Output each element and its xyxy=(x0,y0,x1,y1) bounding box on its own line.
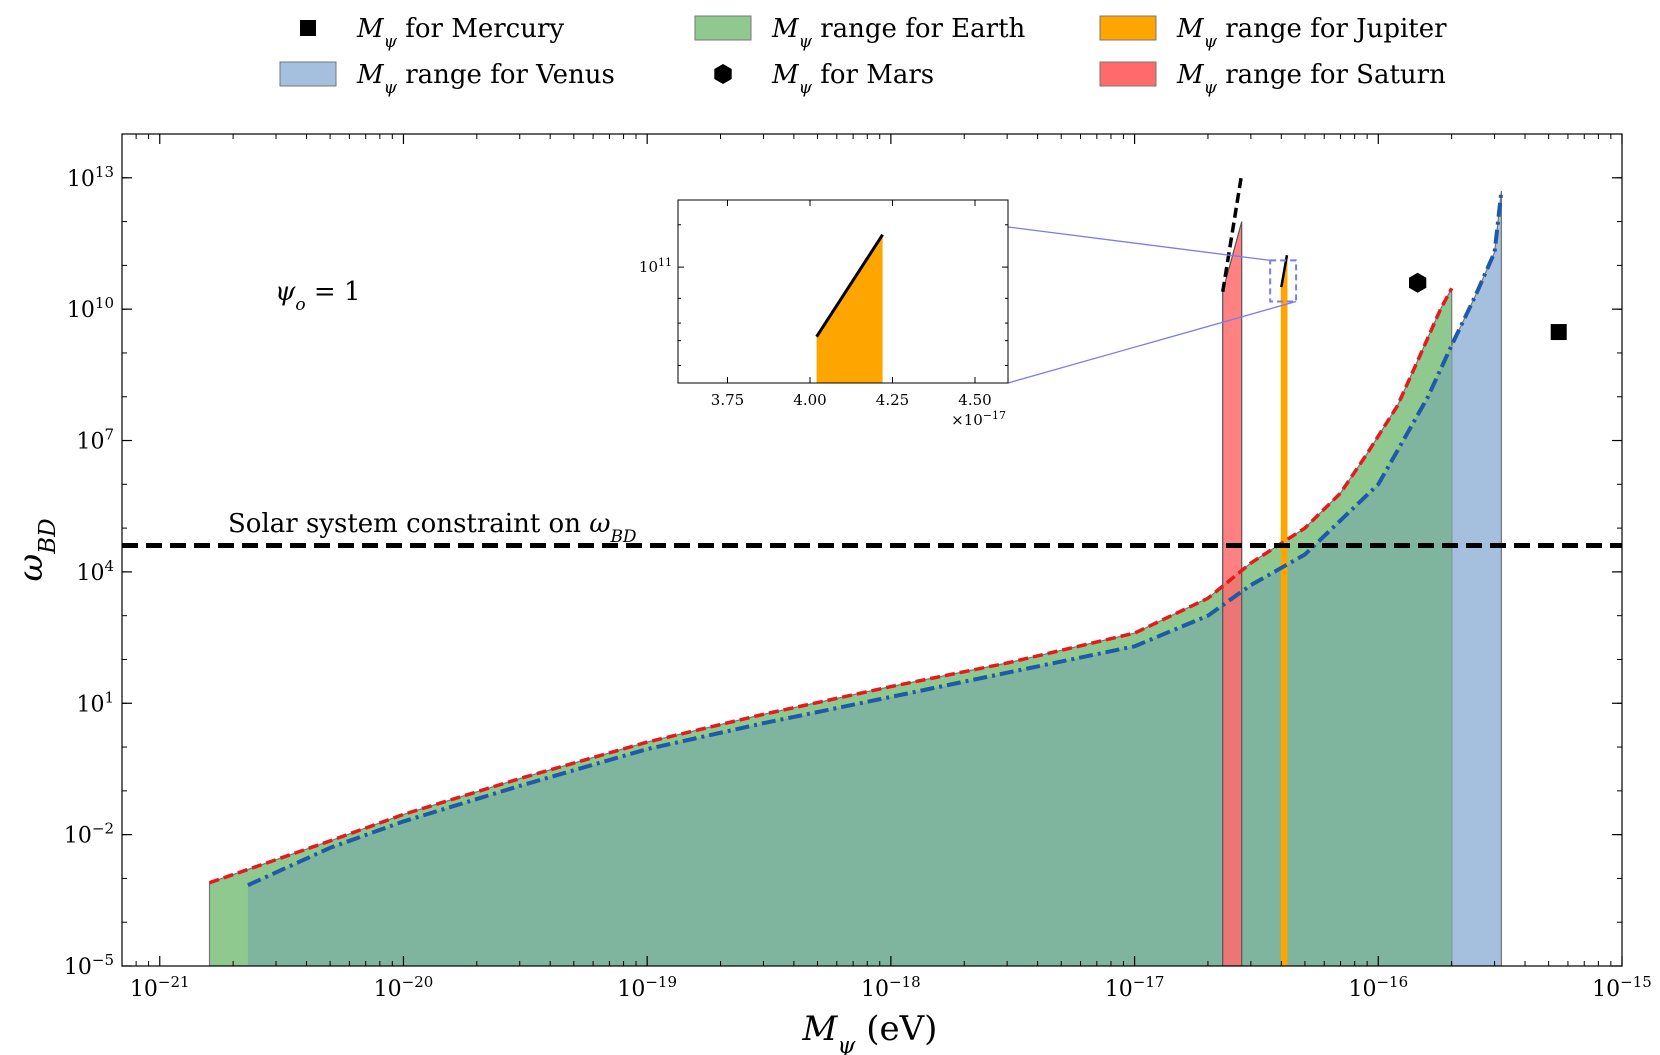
legend-label: Mψ for Mercury xyxy=(356,14,564,52)
legend-hexagon-marker xyxy=(714,64,732,84)
earth-venus-overlap-area xyxy=(247,345,1452,966)
saturn-range-area xyxy=(1222,221,1243,966)
y-tick-label: 10−2 xyxy=(64,820,114,849)
legend-square-marker xyxy=(300,20,316,36)
legend-item-earth: Mψ range for Earth xyxy=(694,14,1026,52)
x-tick-label: 10−15 xyxy=(1592,973,1652,1002)
saturn-boundary-curve xyxy=(1221,174,1244,293)
x-axis-title: Mψ (eV) xyxy=(802,1009,938,1055)
plot-frame xyxy=(121,133,1623,967)
inset-x-ticks: 3.75 4.00 4.25 4.50 xyxy=(711,200,992,409)
legend-item-saturn: Mψ range for Saturn xyxy=(1099,60,1446,98)
inset-plot: 3.75 4.00 4.25 4.50 1011 ×10−17 xyxy=(639,199,1009,430)
legend-item-mars: Mψ for Mars xyxy=(714,60,934,98)
inset-frame xyxy=(677,199,1009,384)
legend-item-mercury: Mψ for Mercury xyxy=(300,14,564,52)
legend-item-venus: Mψ range for Venus xyxy=(279,60,615,98)
jupiter-range-area xyxy=(1280,255,1288,966)
y-axis-ticks: 10−5 10−2 101 104 107 1010 1013 xyxy=(64,163,1622,980)
y-tick-label: 1010 xyxy=(67,294,114,323)
connector-line-top xyxy=(1007,226,1271,262)
y-tick-label: 104 xyxy=(76,557,114,586)
inset-jupiter-area xyxy=(816,234,883,383)
legend: Mψ for Mercury Mψ range for Venus Mψ range… xyxy=(279,14,1447,98)
inset-x-tick-label: 4.50 xyxy=(958,391,991,409)
inset-y-tick-label: 1011 xyxy=(639,256,672,277)
y-tick-label: 107 xyxy=(76,426,114,455)
legend-swatch xyxy=(279,61,337,87)
connector-line-bottom xyxy=(1007,300,1297,384)
legend-label: Mψ range for Earth xyxy=(771,14,1026,52)
y-tick-label: 101 xyxy=(76,688,114,717)
legend-swatch xyxy=(1099,61,1157,87)
mars-marker xyxy=(1409,272,1427,293)
constraint-label: Solar system constraint on ωBD xyxy=(228,509,637,547)
zoom-region-box xyxy=(1269,259,1298,303)
x-tick-label: 10−21 xyxy=(130,973,190,1002)
psi-annotation: ψo = 1 xyxy=(275,277,361,315)
y-tick-label: 1013 xyxy=(67,163,114,192)
earth-boundary-curve xyxy=(208,287,1454,885)
legend-label: Mψ range for Jupiter xyxy=(1176,14,1447,52)
y-tick-label: 10−5 xyxy=(64,951,114,980)
inset-offset-label: ×10−17 xyxy=(951,409,1006,430)
x-axis-ticks: 10−21 10−20 10−19 10−18 10−17 10−16 10−15 xyxy=(121,134,1652,1002)
inset-x-tick-label: 3.75 xyxy=(711,391,744,409)
point-markers xyxy=(1409,272,1567,341)
mercury-marker xyxy=(1550,324,1567,341)
x-tick-label: 10−16 xyxy=(1348,973,1408,1002)
legend-label: Mψ for Mars xyxy=(771,60,934,98)
inset-y-ticks: 1011 xyxy=(639,224,1008,366)
venus-boundary-curve xyxy=(247,190,1504,888)
x-tick-label: 10−17 xyxy=(1105,973,1165,1002)
inset-x-tick-label: 4.00 xyxy=(793,391,826,409)
y-axis-title: ωBD xyxy=(11,518,61,581)
legend-item-jupiter: Mψ range for Jupiter xyxy=(1099,14,1447,52)
x-tick-label: 10−18 xyxy=(861,973,921,1002)
inset-jupiter-edge xyxy=(815,233,884,338)
x-tick-label: 10−20 xyxy=(374,973,434,1002)
inset-x-tick-label: 4.25 xyxy=(876,391,909,409)
x-tick-label: 10−19 xyxy=(617,973,677,1002)
legend-swatch xyxy=(694,15,752,41)
legend-swatch xyxy=(1099,15,1157,41)
plot-area: 10−21 10−20 10−19 10−18 10−17 10−16 10−15 10−5… xyxy=(11,133,1652,1055)
range-areas xyxy=(208,190,1502,966)
legend-label: Mψ range for Saturn xyxy=(1176,60,1446,98)
inset-connector-lines xyxy=(1007,226,1297,384)
legend-label: Mψ range for Venus xyxy=(356,60,615,98)
